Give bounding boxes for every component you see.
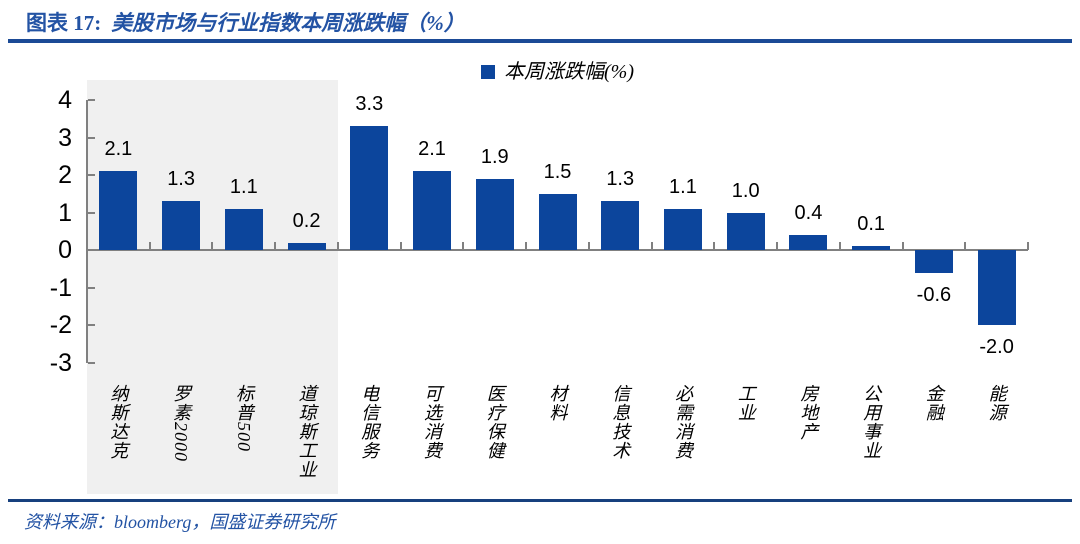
- bar-value-label: 3.3: [355, 93, 384, 116]
- x-tick: [587, 242, 590, 250]
- bottom-divider: [8, 499, 1072, 502]
- x-tick: [148, 242, 151, 250]
- y-tick: [88, 211, 95, 214]
- bar-value-label: 1.9: [480, 145, 509, 168]
- y-tick-label: 2: [58, 161, 72, 189]
- plot-highlight-region: [87, 80, 338, 494]
- bar: [538, 193, 577, 250]
- y-tick-label: 0: [58, 236, 72, 264]
- x-tick: [1027, 242, 1029, 250]
- bar-value-label: 2.1: [418, 138, 446, 161]
- bar-value-label: 0.4: [794, 202, 823, 224]
- x-tick: [336, 242, 339, 250]
- y-tick-label: -1: [49, 273, 72, 302]
- bar: [162, 201, 201, 250]
- bar-value-label: 1.3: [606, 168, 635, 191]
- x-tick: [462, 242, 465, 250]
- y-tick-label: -2: [49, 311, 72, 339]
- x-category-label: 房地产: [798, 384, 819, 441]
- x-tick: [274, 242, 277, 250]
- bar: [287, 242, 326, 250]
- x-category-label: 道琼斯工业: [296, 384, 317, 479]
- figure-number: 图表 17:: [26, 11, 102, 35]
- legend-swatch-icon: [481, 65, 495, 79]
- bar: [789, 235, 828, 250]
- legend-label: 本周涨跌幅(%): [504, 61, 634, 83]
- bar-value-label: 1.3: [167, 168, 195, 191]
- y-tick-label: 4: [58, 86, 72, 114]
- bar-value-label: -0.6: [916, 283, 952, 306]
- bar-value-label: 1.1: [229, 175, 258, 198]
- bar: [601, 201, 640, 250]
- y-tick: [88, 99, 95, 101]
- bar-value-label: 1.0: [731, 179, 760, 202]
- x-tick: [650, 242, 653, 250]
- x-tick: [838, 242, 841, 250]
- x-category-label: 信息技术: [610, 384, 631, 460]
- x-category-label: 可选消费: [422, 384, 443, 460]
- bar-value-label: 2.1: [104, 138, 133, 161]
- y-tick: [88, 174, 95, 176]
- bar-value-label: -2.0: [979, 336, 1014, 358]
- y-tick-label: 3: [58, 123, 72, 152]
- x-tick: [86, 242, 88, 250]
- x-category-label: 医疗保健: [484, 384, 505, 460]
- x-category-label: 纳斯达克: [108, 384, 129, 460]
- y-tick: [88, 136, 95, 139]
- x-tick: [901, 242, 904, 250]
- figure-title-text: 美股市场与行业指数本周涨跌幅（%）: [111, 11, 465, 35]
- x-axis-line: [87, 249, 1028, 251]
- x-category-label: 金融: [923, 384, 944, 422]
- x-category-label: 罗素2000: [171, 384, 192, 462]
- bar-value-label: 0.2: [292, 209, 321, 232]
- x-tick: [964, 242, 967, 250]
- y-tick: [88, 324, 95, 326]
- x-tick: [776, 242, 779, 250]
- x-category-label: 材料: [547, 384, 568, 422]
- x-tick: [211, 242, 214, 250]
- chart-legend: 本周涨跌幅(%): [87, 60, 1028, 84]
- bar-value-label: 0.1: [857, 213, 886, 236]
- top-divider: [8, 39, 1072, 43]
- bar-value-label: 1.5: [543, 160, 572, 183]
- x-category-label: 标普500: [233, 384, 254, 452]
- x-category-label: 公用事业: [861, 384, 882, 460]
- bar: [99, 171, 138, 250]
- y-tick: [88, 286, 95, 289]
- x-category-label: 工业: [735, 384, 756, 422]
- x-category-label: 必需消费: [672, 384, 693, 460]
- x-category-label: 能源: [986, 384, 1007, 422]
- bar: [914, 250, 953, 273]
- y-tick-label: 1: [58, 198, 72, 227]
- bar: [852, 246, 891, 250]
- bar: [726, 212, 765, 250]
- figure-title: 图表 17: 美股市场与行业指数本周涨跌幅（%）: [26, 7, 465, 37]
- x-category-label: 电信服务: [359, 384, 380, 460]
- source-note: 资料来源：bloomberg，国盛证券研究所: [24, 512, 336, 532]
- x-tick: [525, 242, 528, 250]
- bar: [475, 178, 514, 250]
- x-tick: [399, 242, 402, 250]
- bar: [663, 208, 702, 250]
- bar-value-label: 1.1: [669, 175, 697, 198]
- y-tick-label: -3: [49, 348, 72, 377]
- y-axis-line: [86, 100, 88, 363]
- bar: [224, 208, 263, 250]
- bar: [413, 171, 452, 250]
- y-tick: [88, 361, 95, 364]
- bar: [977, 250, 1016, 325]
- x-tick: [713, 242, 716, 250]
- bar: [350, 126, 389, 250]
